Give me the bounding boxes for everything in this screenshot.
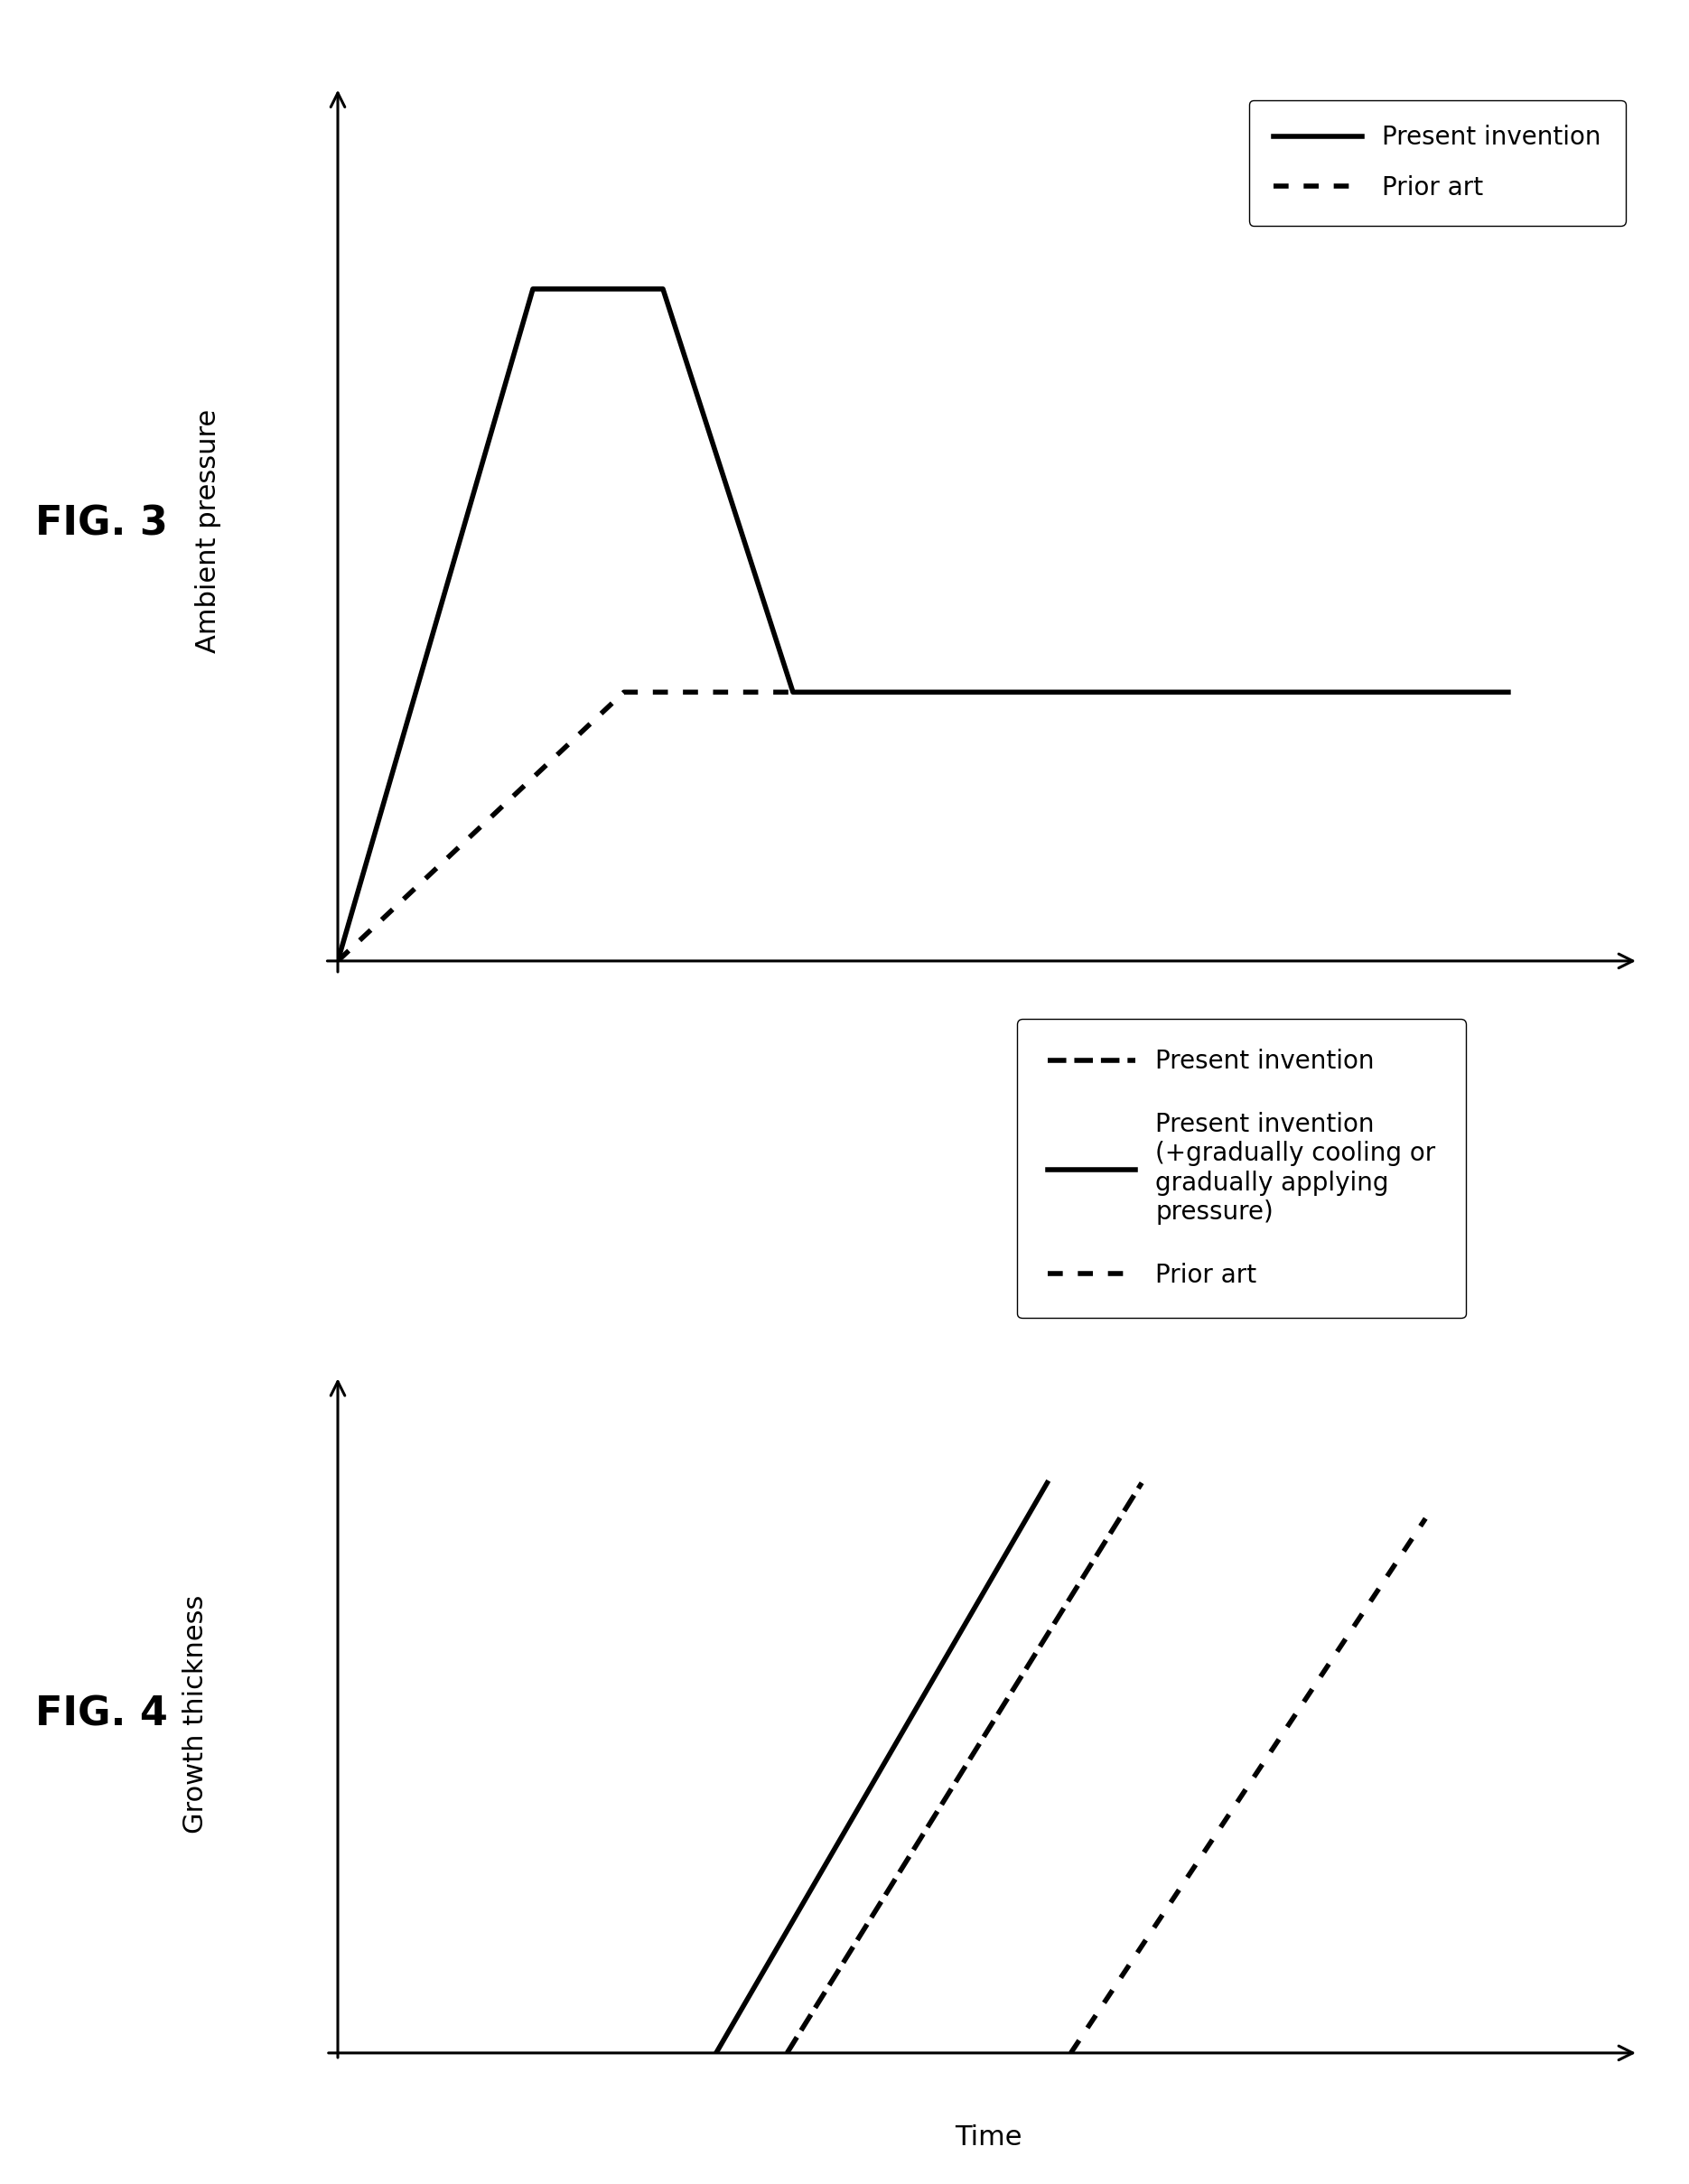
Text: Ambient pressure: Ambient pressure	[194, 408, 221, 653]
Text: Time: Time	[954, 2125, 1022, 2151]
Text: Growth thickness: Growth thickness	[182, 1594, 209, 1835]
Text: Time: Time	[954, 1055, 1022, 1081]
Legend: Present invention, Prior art: Present invention, Prior art	[1248, 100, 1627, 225]
Text: FIG. 3: FIG. 3	[35, 505, 167, 544]
Legend: Present invention, Present invention
(+gradually cooling or
gradually applying
p: Present invention, Present invention (+g…	[1017, 1020, 1466, 1317]
Text: FIG. 4: FIG. 4	[35, 1695, 167, 1734]
